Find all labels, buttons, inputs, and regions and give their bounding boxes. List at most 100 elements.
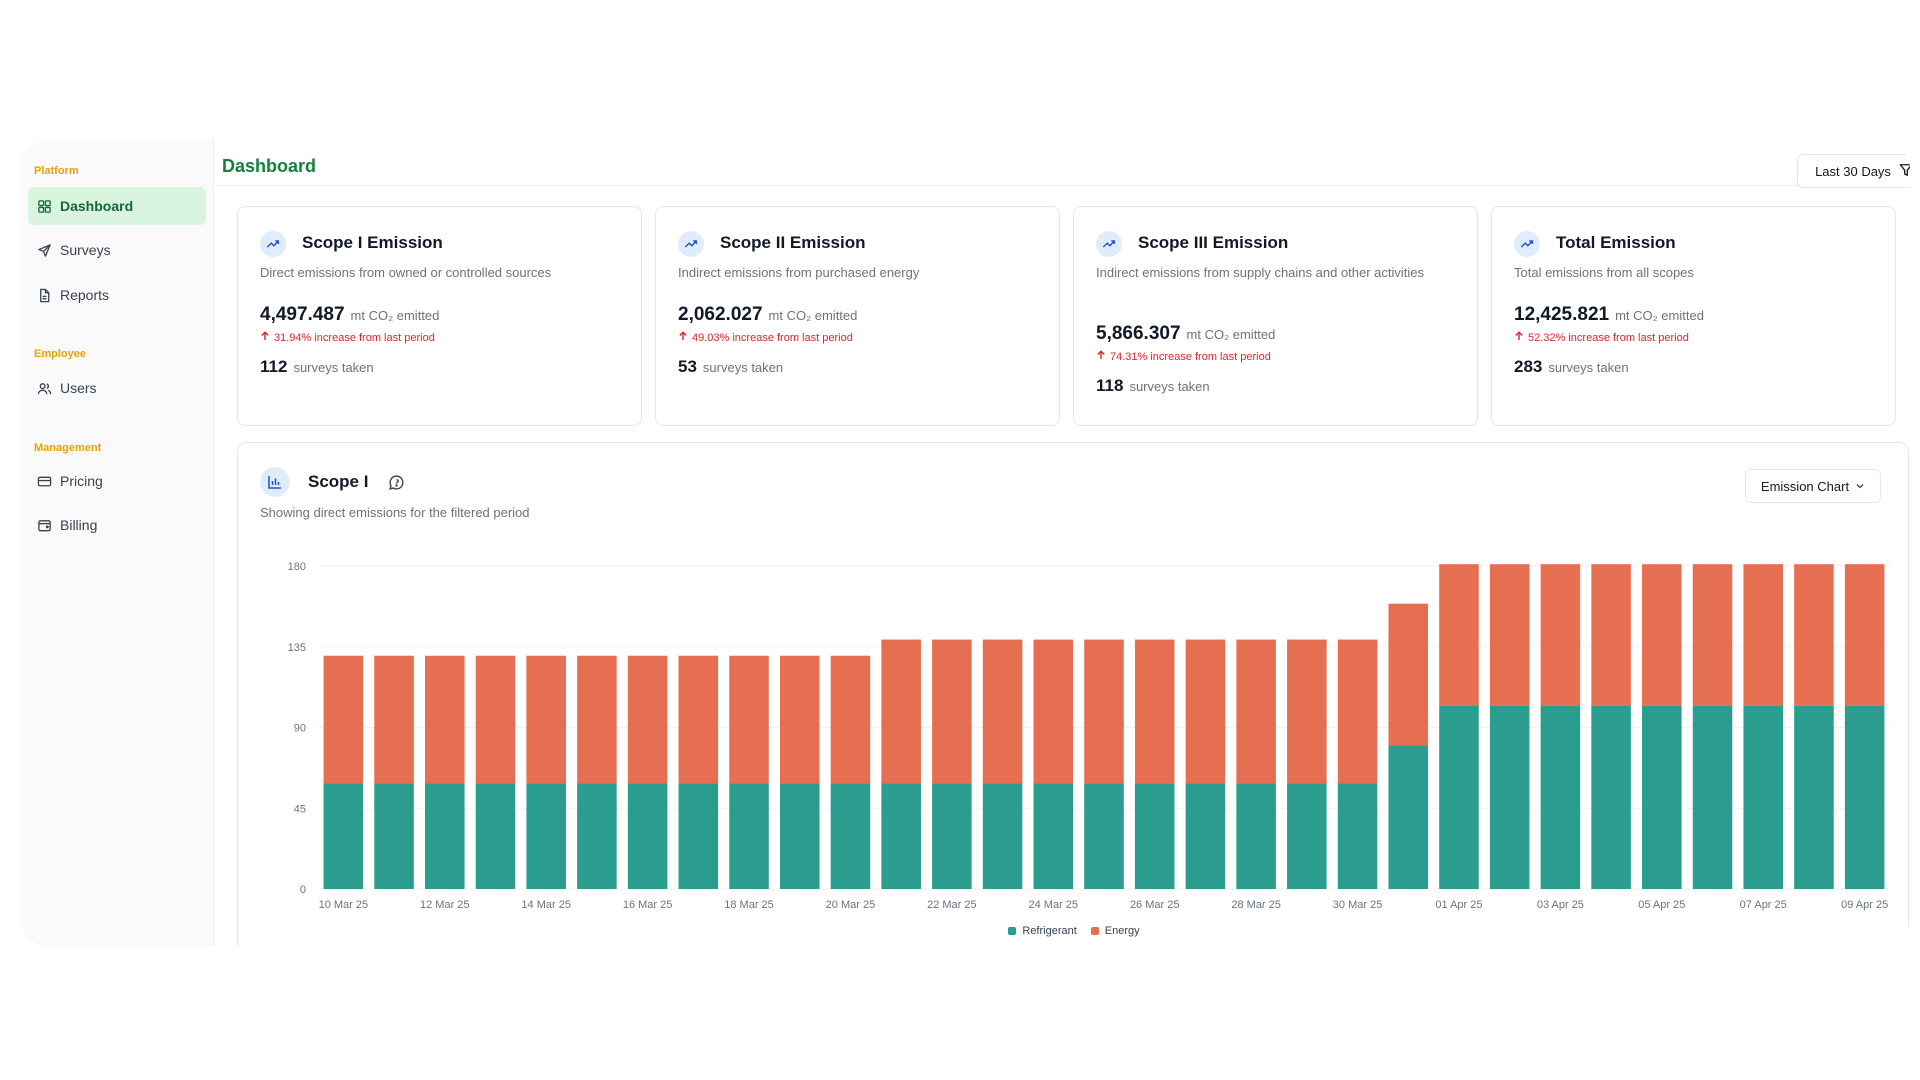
- file-icon: [36, 287, 52, 303]
- x-tick-label: 24 Mar 25: [1029, 899, 1079, 911]
- app-frame: Platform Dashboard Surveys Reports Emplo…: [20, 140, 1910, 946]
- y-tick-label: 135: [288, 642, 306, 654]
- bar-refrigerant: [1287, 783, 1327, 889]
- bar-refrigerant: [881, 783, 921, 889]
- bar-refrigerant: [1794, 705, 1834, 889]
- sidebar-item-label: Pricing: [60, 473, 103, 489]
- change-indicator: 49.03% increase from last period: [678, 331, 853, 344]
- change-indicator: 74.31% increase from last period: [1096, 350, 1271, 363]
- period-filter-button[interactable]: Last 30 Days: [1797, 154, 1910, 188]
- bar-refrigerant: [424, 783, 465, 889]
- bar-energy: [881, 639, 921, 784]
- arrow-up-icon: [1096, 350, 1106, 363]
- bar-refrigerant: [577, 783, 617, 889]
- chart-title: Scope I: [308, 472, 369, 491]
- trending-up-icon: [1096, 231, 1122, 257]
- x-tick-label: 10 Mar 25: [319, 899, 369, 911]
- page-title: Dashboard: [222, 156, 317, 176]
- bar-energy: [526, 655, 566, 784]
- y-tick-label: 45: [294, 803, 306, 815]
- bar-refrigerant: [1337, 783, 1378, 889]
- bar-energy: [1692, 564, 1733, 706]
- surveys-count: 283: [1514, 357, 1543, 376]
- bar-energy: [830, 655, 871, 784]
- message-icon[interactable]: [386, 472, 406, 492]
- bar-energy: [1084, 639, 1124, 784]
- bar-refrigerant: [475, 783, 516, 889]
- users-icon: [36, 380, 52, 396]
- bar-refrigerant: [627, 783, 668, 889]
- card-title: Scope I Emission: [302, 233, 443, 252]
- bar-refrigerant: [932, 783, 972, 889]
- surveys-unit: surveys taken: [293, 360, 374, 375]
- scope1-chart-card: Scope I Showing direct emissions for the…: [237, 442, 1909, 946]
- change-text: 52.32% increase from last period: [1528, 331, 1689, 344]
- trending-up-icon: [678, 231, 704, 257]
- sidebar-item-surveys[interactable]: Surveys: [28, 231, 206, 269]
- x-tick-label: 01 Apr 25: [1435, 899, 1482, 911]
- change-indicator: 52.32% increase from last period: [1514, 331, 1689, 344]
- change-text: 31.94% increase from last period: [274, 331, 435, 344]
- card-metric: 5,866.307 mt CO₂ emitted: [1096, 323, 1275, 345]
- x-tick-label: 03 Apr 25: [1537, 899, 1584, 911]
- sidebar-item-label: Reports: [60, 287, 110, 303]
- bar-refrigerant: [1489, 705, 1530, 889]
- stacked-bar-chart: 0 45 90 135 180 10 Mar 25 12 Mar 25 14 Mar 25 16…: [288, 561, 1890, 911]
- metric-unit: mt CO₂ emitted: [1615, 308, 1704, 323]
- card-metric: 12,425.821 mt CO₂ emitted: [1514, 304, 1704, 326]
- trending-up-icon: [260, 231, 286, 257]
- card-description: Indirect emissions from supply chains an…: [1096, 265, 1425, 280]
- x-tick-label: 22 Mar 25: [927, 899, 977, 911]
- sidebar-section-employee: Employee: [34, 348, 86, 360]
- change-text: 49.03% increase from last period: [692, 331, 853, 344]
- sidebar-item-users[interactable]: Users: [28, 369, 206, 407]
- trending-up-icon: [1514, 231, 1540, 257]
- bar-energy: [323, 655, 364, 784]
- x-tick-label: 18 Mar 25: [724, 899, 774, 911]
- bar-energy: [1743, 564, 1784, 706]
- x-tick-label: 26 Mar 25: [1130, 899, 1180, 911]
- x-tick-label: 07 Apr 25: [1740, 899, 1787, 911]
- sidebar-item-reports[interactable]: Reports: [28, 276, 206, 314]
- sidebar-item-billing[interactable]: Billing: [28, 506, 206, 544]
- arrow-up-icon: [1514, 331, 1524, 344]
- sidebar-item-label: Billing: [60, 517, 98, 533]
- top-bar: Dashboard Last 30 Days: [215, 146, 1910, 188]
- bar-energy: [1642, 564, 1682, 706]
- bar-energy: [1134, 639, 1175, 784]
- bar-refrigerant: [729, 783, 769, 889]
- bar-refrigerant: [1236, 783, 1276, 889]
- bar-energy: [779, 655, 820, 784]
- bar-refrigerant: [1692, 705, 1733, 889]
- sidebar-item-dashboard[interactable]: Dashboard: [28, 187, 206, 225]
- x-tick-label: 05 Apr 25: [1638, 899, 1685, 911]
- chart-type-select[interactable]: Emission Chart: [1745, 469, 1881, 503]
- bar-refrigerant: [1134, 783, 1175, 889]
- sidebar-item-pricing[interactable]: Pricing: [28, 462, 206, 500]
- x-tick-label: 09 Apr 25: [1841, 899, 1888, 911]
- chart-description: Showing direct emissions for the filtere…: [260, 505, 530, 520]
- bar-energy: [1033, 639, 1074, 784]
- sidebar: Platform Dashboard Surveys Reports Emplo…: [20, 140, 214, 946]
- card-title: Total Emission: [1556, 233, 1676, 252]
- legend-item-refrigerant: Refrigerant: [1008, 925, 1077, 937]
- surveys-unit: surveys taken: [702, 360, 784, 375]
- metric-value: 5,866.307: [1096, 323, 1181, 344]
- bar-refrigerant: [779, 783, 820, 889]
- y-tick-label: 90: [294, 723, 306, 735]
- sidebar-section-platform: Platform: [34, 165, 79, 177]
- bar-refrigerant: [526, 783, 566, 889]
- bar-energy: [1591, 564, 1631, 706]
- bar-chart-icon: [260, 467, 290, 497]
- scope2-card: Scope II Emission Indirect emissions fro…: [655, 206, 1060, 426]
- chevron-down-icon: [1855, 479, 1865, 494]
- metric-unit: mt CO₂ emitted: [350, 308, 440, 323]
- card-description: Indirect emissions from purchased energy: [678, 265, 920, 280]
- bar-refrigerant: [323, 783, 364, 889]
- bar-energy: [475, 655, 516, 784]
- surveys-count: 112: [260, 357, 288, 376]
- total-card: Total Emission Total emissions from all …: [1491, 206, 1896, 426]
- metric-unit: mt CO₂ emitted: [768, 308, 858, 323]
- card-description: Direct emissions from owned or controlle…: [260, 265, 552, 280]
- bar-refrigerant: [374, 783, 414, 889]
